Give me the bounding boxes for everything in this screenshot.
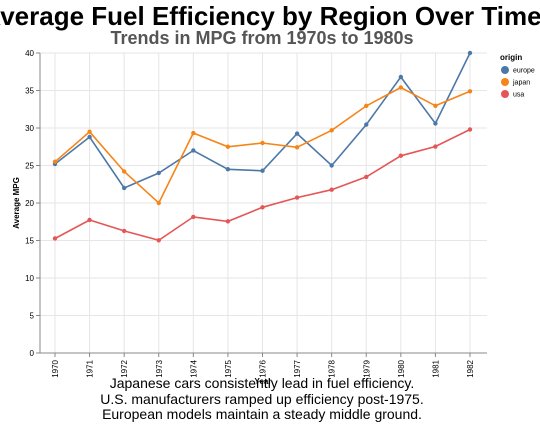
data-point-europe [87,134,92,140]
data-point-japan [52,159,58,164]
chart-title: Average Fuel Efficiency by Region Over T… [0,1,540,31]
data-point-japan [260,140,265,146]
data-point-japan [156,200,161,206]
data-point-europe [156,170,161,176]
legend-label-japan: japan [512,80,530,87]
chart-subtitle: Trends in MPG from 1970s to 1980s [110,28,413,48]
y-tick-label: 20 [25,199,34,208]
data-point-japan [87,129,92,134]
x-tick-label: 1973 [155,359,164,377]
data-point-europe [329,163,334,168]
data-point-usa [364,174,369,180]
data-point-japan [433,103,438,109]
y-tick-label: 30 [25,124,34,133]
data-point-usa [260,205,265,210]
data-point-europe [433,121,438,126]
x-tick-label: 1979 [362,359,371,377]
y-ticks: 0 5 10 15 20 25 30 35 40 [25,49,40,358]
y-tick-label: 10 [25,274,34,283]
y-tick-label: 35 [25,87,34,96]
x-tick-label: 1977 [293,359,302,377]
x-ticks: 1970 1971 1972 1973 1974 1975 1976 1977 1978 1979… [51,353,475,378]
series-layer [52,50,473,243]
x-tick-label: 1971 [86,359,95,377]
data-point-usa [433,144,438,149]
x-tick-label: 1980 [397,359,406,377]
annotation-1: Japanese cars consistently lead in fuel … [110,375,415,391]
series-japan [52,85,473,206]
y-tick-label: 25 [25,162,34,171]
x-tick-label: 1976 [259,359,268,377]
legend: origin europe japan usa [500,53,535,99]
legend-title: origin [500,53,522,62]
data-point-japan [121,169,127,174]
data-point-usa [52,236,58,241]
x-tick-label: 1972 [120,359,129,377]
data-point-usa [156,238,161,243]
x-tick-label: 1982 [466,359,475,377]
data-point-europe [191,148,196,153]
data-point-japan [294,145,300,150]
y-tick-label: 5 [30,312,35,321]
y-axis-title: Average MPG [12,177,21,229]
data-point-japan [398,85,404,90]
x-tick-label: 1981 [431,359,440,377]
annotations: Japanese cars consistently lead in fuel … [100,375,423,422]
x-tick-label: 1978 [328,359,337,377]
x-tick-label: 1974 [189,359,198,377]
annotation-2: U.S. manufacturers ramped up efficiency … [100,391,423,407]
data-point-usa [121,228,127,234]
x-tick-label: 1975 [224,359,233,377]
legend-swatch-japan [501,78,509,86]
data-point-japan [225,144,231,149]
data-point-europe [225,167,231,172]
y-tick-label: 0 [30,349,35,358]
legend-label-europe: europe [513,68,535,75]
y-tick-label: 15 [25,237,34,246]
data-point-europe [364,122,369,127]
series-europe [52,50,473,191]
legend-swatch-usa [501,90,509,98]
data-point-japan [364,103,369,109]
data-point-usa [191,214,196,220]
data-point-usa [398,153,404,158]
data-point-europe [121,185,127,191]
legend-label-usa: usa [513,92,524,99]
legend-swatch-europe [501,66,509,74]
data-point-japan [329,128,334,133]
data-point-usa [329,187,334,192]
x-tick-label: 1970 [51,359,60,377]
data-point-usa [87,217,92,223]
data-point-europe [398,74,404,80]
y-tick-label: 40 [25,49,34,58]
data-point-usa [467,127,473,132]
data-point-japan [467,89,473,94]
x-axis-title: Year [255,377,272,386]
data-point-usa [225,219,231,224]
data-point-europe [260,168,265,173]
data-point-europe [467,50,473,56]
data-point-usa [294,195,300,200]
data-point-europe [294,131,300,136]
annotation-3: European models maintain a steady middle… [102,406,422,422]
data-point-japan [191,130,196,136]
series-usa [52,127,473,243]
